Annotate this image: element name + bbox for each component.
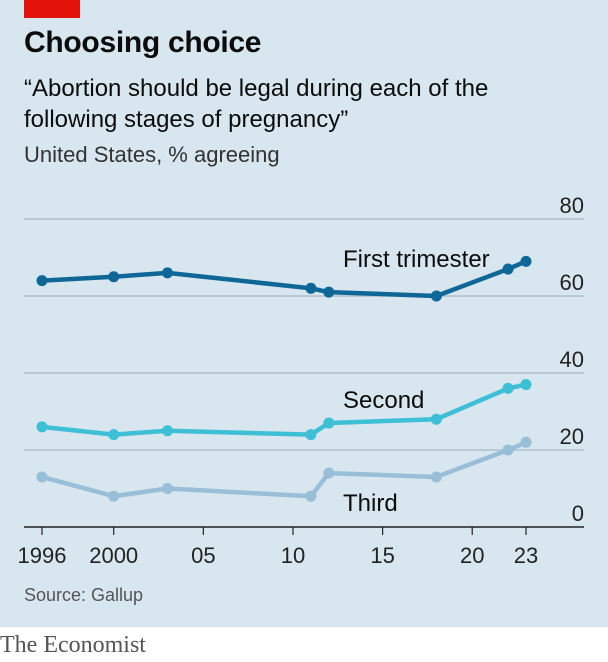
- y-tick-label: 40: [560, 347, 584, 372]
- data-point-first-trimester: [323, 286, 335, 298]
- data-point-first-trimester: [161, 267, 173, 279]
- series-line-third: [39, 440, 529, 499]
- source-note: Source: Gallup: [24, 585, 144, 605]
- data-point-first-trimester: [36, 275, 48, 287]
- x-tick-label: 20: [460, 543, 484, 568]
- data-point-first-trimester: [430, 290, 442, 302]
- data-point-first-trimester: [305, 282, 317, 294]
- series-label-second: Second: [343, 387, 424, 414]
- x-tick-label: 2000: [89, 543, 138, 568]
- data-point-second: [502, 382, 514, 394]
- grid-lines: 0 20 40 60 80: [24, 193, 584, 528]
- y-tick-label: 0: [572, 501, 584, 526]
- series-label-third: Third: [343, 490, 398, 517]
- data-point-third: [161, 483, 173, 494]
- data-point-third: [520, 436, 532, 448]
- x-tick-label: 10: [281, 543, 305, 568]
- brand-red-tag: [24, 0, 80, 18]
- series-line-second: [39, 382, 529, 437]
- chart-title: Choosing choice: [24, 26, 262, 59]
- series-label-first-trimester: First trimester: [343, 246, 490, 273]
- data-point-second: [430, 413, 442, 425]
- x-tick-label: 1996: [18, 543, 67, 568]
- chart-panel: [0, 0, 608, 627]
- economist-logo: The Economist: [0, 632, 146, 658]
- data-point-second: [108, 429, 120, 441]
- line-chart: 0 20 40 60 80 1996 2000 05 10 15 20 23 First trime…: [18, 193, 584, 568]
- x-tick-label: 23: [514, 543, 538, 568]
- data-point-third: [430, 471, 442, 483]
- series-labels: First trimester Second Third: [343, 246, 490, 517]
- data-point-first-trimester: [108, 271, 120, 283]
- x-tick-label: 15: [370, 543, 394, 568]
- data-point-second: [520, 379, 532, 391]
- y-tick-label: 80: [560, 193, 584, 218]
- data-point-second: [305, 429, 317, 441]
- data-point-third: [502, 444, 514, 456]
- series-lines: [36, 255, 532, 502]
- x-axis: 1996 2000 05 10 15 20 23: [18, 527, 538, 568]
- y-tick-label: 20: [560, 424, 584, 449]
- data-point-first-trimester: [520, 255, 532, 267]
- data-point-third: [108, 490, 120, 502]
- data-point-second: [36, 421, 48, 433]
- data-point-first-trimester: [502, 263, 514, 275]
- x-tick-label: 05: [191, 543, 215, 568]
- data-point-second: [323, 417, 335, 429]
- data-point-third: [305, 490, 317, 502]
- chart-subtitle: “Abortion should be legal during each of…: [24, 75, 489, 133]
- data-point-third: [323, 467, 335, 479]
- data-point-second: [161, 425, 173, 437]
- series-line-first-trimester: [39, 259, 529, 299]
- chart-unit-line: United States, % agreeing: [24, 142, 280, 167]
- y-tick-label: 60: [560, 270, 584, 295]
- data-point-third: [36, 471, 48, 483]
